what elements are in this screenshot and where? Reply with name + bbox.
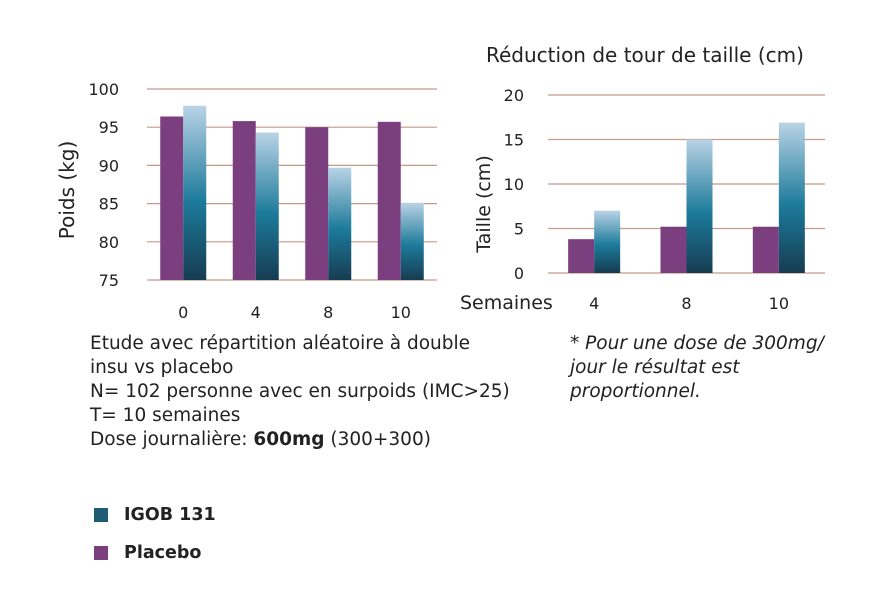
right-xlabel: Semaines [460,292,553,314]
legend-label-placebo: Placebo [124,543,202,563]
dose-detail: (300+300) [324,429,431,450]
study-line-1: Etude avec répartition aléatoire à doubl… [90,333,471,354]
right-bar-igob-8 [686,139,713,273]
legend-swatch-placebo [94,546,108,560]
study-description: Etude avec répartition aléatoire à doubl… [90,332,510,452]
left-xtick-label: 8 [323,303,333,322]
left-ytick-label: 85 [99,195,119,214]
right-ytick-label: 15 [504,131,524,150]
left-ylabel: Poids (kg) [55,141,79,240]
right-ytick-label: 5 [514,220,524,239]
right-bar-placebo-8 [660,226,687,273]
left-xtick-label: 10 [391,303,411,322]
right-chart-title: Réduction de tour de taille (cm) [486,43,804,67]
right-xtick-label: 10 [769,294,789,313]
dose-label: Dose journalière: [90,429,254,450]
left-bar-igob-0 [183,105,207,280]
note-line-1: * Pour une dose de 300mg/ [570,333,824,354]
study-dose-line: Dose journalière: 600mg (300+300) [90,428,510,452]
weight-chart: 75 80 85 90 95 100 0 4 8 10 Poids (kg) [55,80,437,322]
left-xtick-label: 0 [178,303,188,322]
legend-label-igob: IGOB 131 [124,505,216,525]
right-bar-placebo-4 [568,239,595,273]
right-bar-igob-4 [594,210,621,273]
right-bar-placebo-10 [752,226,779,273]
right-ylabel: Taille (cm) [473,155,495,253]
left-bar-igob-8 [328,167,352,280]
left-bar-igob-4 [255,132,279,280]
note-line-2: jour le résultat est [570,357,740,378]
waist-chart: Réduction de tour de taille (cm) 0 5 10 15 2… [460,43,825,314]
left-bar-placebo-10 [377,121,401,281]
study-line-2: insu vs placebo [90,357,234,378]
legend-swatch-igob [94,508,108,522]
legend-item-placebo: Placebo [94,534,216,572]
dose-value: 600mg [253,429,325,450]
left-bar-igob-10 [400,202,424,280]
left-ytick-label: 90 [99,156,119,175]
left-ytick-label: 95 [99,118,119,137]
left-xtick-label: 4 [251,303,261,322]
dose-note: * Pour une dose de 300mg/ jour le résult… [570,332,824,404]
right-bar-igob-10 [778,122,805,273]
left-ytick-label: 80 [99,233,119,252]
study-line-3: N= 102 personne avec en surpoids (IMC>25… [90,381,510,402]
left-bar-placebo-4 [232,121,256,280]
right-ytick-label: 10 [504,175,524,194]
study-line-4: T= 10 semaines [90,405,241,426]
left-bar-placebo-8 [305,127,329,280]
legend: IGOB 131 Placebo [94,496,216,572]
right-ytick-label: 20 [504,86,524,105]
left-bar-placebo-0 [160,116,184,280]
left-ytick-label: 75 [99,271,119,290]
left-ytick-label: 100 [88,80,119,99]
legend-item-igob: IGOB 131 [94,496,216,534]
note-line-3: proportionnel. [570,381,701,402]
right-xtick-label: 8 [681,294,691,313]
right-xtick-label: 4 [589,294,599,313]
right-ytick-label: 0 [514,264,524,283]
